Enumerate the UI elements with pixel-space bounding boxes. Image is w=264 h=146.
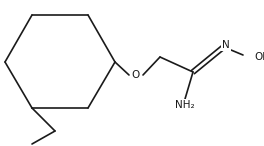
Text: N: N [222,40,230,50]
Text: OH: OH [254,52,264,62]
Text: NH₂: NH₂ [175,100,195,110]
Text: O: O [132,70,140,80]
